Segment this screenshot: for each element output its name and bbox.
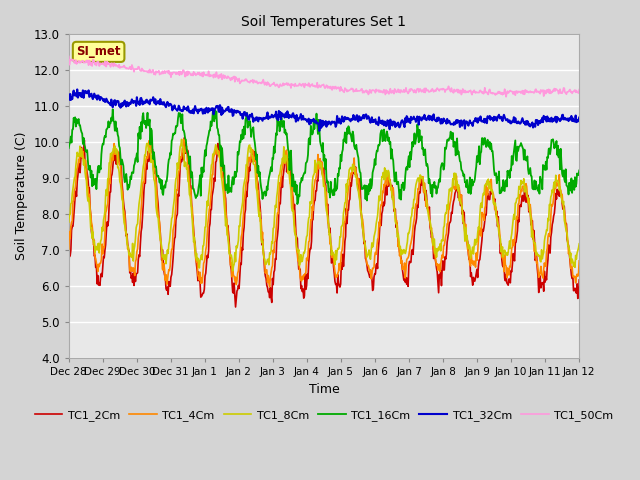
TC1_8Cm xyxy=(178,136,186,142)
TC1_2Cm xyxy=(232,304,239,310)
Y-axis label: Soil Temperature (C): Soil Temperature (C) xyxy=(15,132,28,261)
TC1_32Cm xyxy=(75,93,83,98)
Line: TC1_50Cm: TC1_50Cm xyxy=(68,57,579,97)
TC1_4Cm xyxy=(179,145,186,151)
TC1_4Cm xyxy=(180,136,188,142)
TC1_16Cm xyxy=(127,176,135,182)
TC1_16Cm xyxy=(387,156,395,162)
TC1_32Cm xyxy=(387,122,395,128)
TC1_8Cm xyxy=(229,268,237,274)
TC1_2Cm xyxy=(65,261,72,266)
TC1_32Cm xyxy=(402,120,410,125)
Title: Soil Temperatures Set 1: Soil Temperatures Set 1 xyxy=(241,15,406,29)
Line: TC1_4Cm: TC1_4Cm xyxy=(68,139,579,287)
TC1_50Cm xyxy=(502,94,510,100)
TC1_16Cm xyxy=(74,118,82,124)
TC1_2Cm xyxy=(180,135,188,141)
X-axis label: Time: Time xyxy=(308,383,339,396)
TC1_16Cm xyxy=(206,128,214,133)
TC1_2Cm xyxy=(127,265,134,271)
Line: TC1_8Cm: TC1_8Cm xyxy=(68,139,579,271)
TC1_50Cm xyxy=(179,70,186,76)
Legend: TC1_2Cm, TC1_4Cm, TC1_8Cm, TC1_16Cm, TC1_32Cm, TC1_50Cm: TC1_2Cm, TC1_4Cm, TC1_8Cm, TC1_16Cm, TC1… xyxy=(30,406,618,425)
TC1_50Cm xyxy=(74,60,82,65)
Line: TC1_16Cm: TC1_16Cm xyxy=(68,109,579,204)
TC1_50Cm xyxy=(401,89,408,95)
TC1_50Cm xyxy=(65,54,72,60)
TC1_4Cm xyxy=(387,187,395,193)
TC1_4Cm xyxy=(74,163,82,168)
TC1_2Cm xyxy=(206,221,214,227)
TC1_8Cm xyxy=(402,248,410,254)
TC1_2Cm xyxy=(575,277,583,283)
TC1_4Cm xyxy=(206,203,214,209)
TC1_2Cm xyxy=(179,155,186,161)
TC1_16Cm xyxy=(109,107,116,112)
TC1_16Cm xyxy=(179,127,187,133)
TC1_4Cm xyxy=(402,267,410,273)
TC1_8Cm xyxy=(206,179,214,184)
TC1_16Cm xyxy=(65,145,72,151)
Text: SI_met: SI_met xyxy=(76,46,121,59)
TC1_2Cm xyxy=(74,172,82,178)
TC1_32Cm xyxy=(206,107,214,113)
TC1_32Cm xyxy=(575,115,583,120)
TC1_8Cm xyxy=(387,184,395,190)
TC1_4Cm xyxy=(266,284,273,289)
TC1_8Cm xyxy=(74,152,82,157)
TC1_32Cm xyxy=(179,108,187,114)
TC1_16Cm xyxy=(575,168,583,173)
TC1_2Cm xyxy=(387,184,395,190)
TC1_16Cm xyxy=(294,201,301,207)
TC1_50Cm xyxy=(127,64,134,70)
TC1_8Cm xyxy=(127,254,134,260)
TC1_8Cm xyxy=(65,219,72,225)
TC1_32Cm xyxy=(316,128,323,134)
TC1_2Cm xyxy=(402,275,410,280)
TC1_16Cm xyxy=(402,166,410,171)
TC1_4Cm xyxy=(575,258,583,264)
TC1_50Cm xyxy=(205,73,213,79)
TC1_32Cm xyxy=(127,99,135,105)
Line: TC1_32Cm: TC1_32Cm xyxy=(68,89,579,131)
TC1_4Cm xyxy=(127,268,134,274)
TC1_50Cm xyxy=(386,89,394,95)
TC1_32Cm xyxy=(65,96,72,102)
TC1_4Cm xyxy=(65,246,72,252)
TC1_50Cm xyxy=(575,87,583,93)
TC1_8Cm xyxy=(179,144,187,149)
TC1_32Cm xyxy=(74,86,81,92)
TC1_8Cm xyxy=(575,241,583,247)
Line: TC1_2Cm: TC1_2Cm xyxy=(68,138,579,307)
